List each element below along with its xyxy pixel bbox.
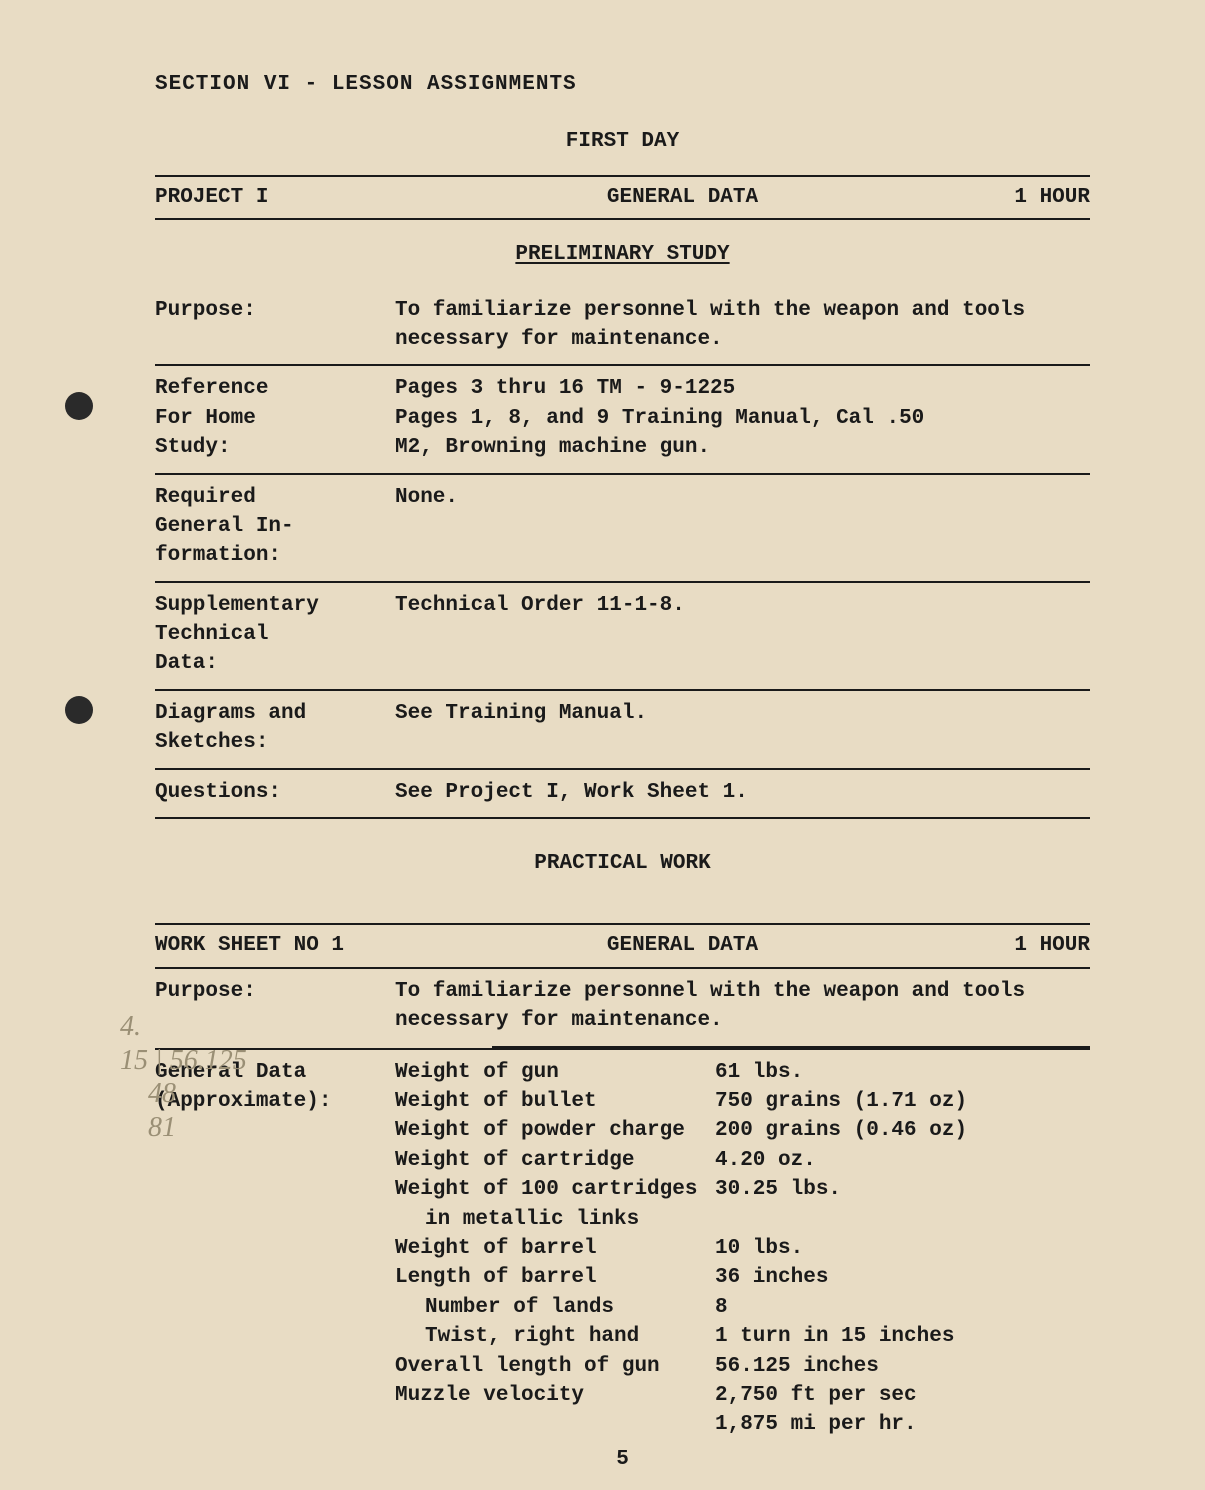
page-number: 5 — [155, 1445, 1090, 1474]
handwriting-line: 81 — [120, 1111, 247, 1145]
worksheet-header-row: WORK SHEET NO 1 GENERAL DATA 1 HOUR — [155, 925, 1090, 966]
row-label: Supplementary Technical Data: — [155, 591, 395, 679]
data-row: Length of barrel36 inches — [395, 1263, 1090, 1292]
data-row: 1,875 mi per hr. — [395, 1410, 1090, 1439]
purpose-row: Purpose: To familiarize personnel with t… — [155, 288, 1090, 365]
data-item-value: 2,750 ft per sec — [715, 1381, 1090, 1410]
label-line: Reference — [155, 374, 395, 403]
handwriting-line: 4. — [120, 1010, 247, 1044]
worksheet-duration: 1 HOUR — [970, 931, 1090, 960]
row-label: Diagrams and Sketches: — [155, 699, 395, 758]
row-content: To familiarize personnel with the weapon… — [395, 296, 1090, 355]
punch-hole — [65, 696, 93, 724]
row-content: None. — [395, 483, 1090, 512]
row-content: See Project I, Work Sheet 1. — [395, 778, 1090, 807]
label-line: Sketches: — [155, 728, 395, 757]
label-line: Study: — [155, 433, 395, 462]
data-item-label: Weight of barrel — [395, 1234, 715, 1263]
data-item-label: Muzzle velocity — [395, 1381, 715, 1410]
project-label: PROJECT I — [155, 183, 395, 212]
project-center: GENERAL DATA — [395, 183, 970, 212]
label-line: Required — [155, 483, 395, 512]
general-data-row: General Data (Approximate): Weight of gu… — [155, 1050, 1090, 1440]
data-item-label: Weight of cartridge — [395, 1146, 715, 1175]
worksheet-label: WORK SHEET NO 1 — [155, 931, 395, 960]
data-item-value: 30.25 lbs. — [715, 1175, 1090, 1204]
practical-work-title: PRACTICAL WORK — [155, 819, 1090, 923]
data-item-label: Number of lands — [395, 1293, 715, 1322]
label-line: For Home — [155, 404, 395, 433]
data-row: Number of lands8 — [395, 1293, 1090, 1322]
row-content: See Training Manual. — [395, 699, 1090, 728]
data-row: Weight of cartridge4.20 oz. — [395, 1146, 1090, 1175]
required-row: Required General In- formation: None. — [155, 475, 1090, 581]
data-row: Weight of gun61 lbs. — [395, 1058, 1090, 1087]
data-row: Overall length of gun56.125 inches — [395, 1352, 1090, 1381]
section-title: SECTION VI - LESSON ASSIGNMENTS — [155, 70, 1090, 99]
project-header-row: PROJECT I GENERAL DATA 1 HOUR — [155, 177, 1090, 218]
label-line: Diagrams and — [155, 699, 395, 728]
content-line: Pages 1, 8, and 9 Training Manual, Cal .… — [395, 404, 1090, 433]
handwriting-line: 15 | 56.125 — [120, 1044, 247, 1078]
handwriting-line: 48 — [120, 1077, 247, 1111]
data-item-value: 8 — [715, 1293, 1090, 1322]
questions-row: Questions: See Project I, Work Sheet 1. — [155, 770, 1090, 817]
label-line: Data: — [155, 649, 395, 678]
data-item-value: 1,875 mi per hr. — [715, 1410, 1090, 1439]
data-item-label: Length of barrel — [395, 1263, 715, 1292]
row-label: Purpose: — [155, 296, 395, 325]
content-line: Pages 3 thru 16 TM - 9-1225 — [395, 374, 1090, 403]
row-content: To familiarize personnel with the weapon… — [395, 977, 1090, 1036]
row-label: Purpose: — [155, 977, 395, 1006]
data-row: in metallic links — [395, 1205, 1090, 1234]
row-label: Questions: — [155, 778, 395, 807]
data-item-label: Weight of gun — [395, 1058, 715, 1087]
prelim-study-title: PRELIMINARY STUDY — [155, 220, 1090, 287]
data-item-label: Weight of powder charge — [395, 1116, 715, 1145]
data-item-value: 200 grains (0.46 oz) — [715, 1116, 1090, 1145]
worksheet-center: GENERAL DATA — [395, 931, 970, 960]
label-line: Supplementary — [155, 591, 395, 620]
label-line: General In- — [155, 512, 395, 541]
data-item-label: Weight of bullet — [395, 1087, 715, 1116]
data-item-value: 1 turn in 15 inches — [715, 1322, 1090, 1351]
data-item-value: 10 lbs. — [715, 1234, 1090, 1263]
row-content: Technical Order 11-1-8. — [395, 591, 1090, 620]
row-label: Required General In- formation: — [155, 483, 395, 571]
label-line: Technical — [155, 620, 395, 649]
day-title: FIRST DAY — [155, 127, 1090, 156]
data-item-value — [715, 1205, 1090, 1234]
data-item-value: 750 grains (1.71 oz) — [715, 1087, 1090, 1116]
general-data-content: Weight of gun61 lbs.Weight of bullet750 … — [395, 1058, 1090, 1440]
data-item-label: in metallic links — [395, 1205, 715, 1234]
data-row: Weight of barrel10 lbs. — [395, 1234, 1090, 1263]
handwritten-annotation: 4. 15 | 56.125 48 81 — [120, 1010, 247, 1144]
data-row: Weight of powder charge200 grains (0.46 … — [395, 1116, 1090, 1145]
data-item-label: Overall length of gun — [395, 1352, 715, 1381]
data-row: Weight of bullet750 grains (1.71 oz) — [395, 1087, 1090, 1116]
ws-purpose-row: Purpose: To familiarize personnel with t… — [155, 969, 1090, 1046]
data-item-value: 61 lbs. — [715, 1058, 1090, 1087]
data-row: Muzzle velocity2,750 ft per sec — [395, 1381, 1090, 1410]
row-content: Pages 3 thru 16 TM - 9-1225 Pages 1, 8, … — [395, 374, 1090, 462]
data-item-label — [395, 1410, 715, 1439]
data-item-label: Weight of 100 cartridges — [395, 1175, 715, 1204]
punch-hole — [65, 392, 93, 420]
data-item-value: 36 inches — [715, 1263, 1090, 1292]
data-row: Twist, right hand1 turn in 15 inches — [395, 1322, 1090, 1351]
content-line: M2, Browning machine gun. — [395, 433, 1090, 462]
project-duration: 1 HOUR — [970, 183, 1090, 212]
diagrams-row: Diagrams and Sketches: See Training Manu… — [155, 691, 1090, 768]
data-item-value: 56.125 inches — [715, 1352, 1090, 1381]
row-label: Reference For Home Study: — [155, 374, 395, 462]
label-line: formation: — [155, 541, 395, 570]
data-item-value: 4.20 oz. — [715, 1146, 1090, 1175]
supplementary-row: Supplementary Technical Data: Technical … — [155, 583, 1090, 689]
data-row: Weight of 100 cartridges30.25 lbs. — [395, 1175, 1090, 1204]
data-item-label: Twist, right hand — [395, 1322, 715, 1351]
reference-row: Reference For Home Study: Pages 3 thru 1… — [155, 366, 1090, 472]
